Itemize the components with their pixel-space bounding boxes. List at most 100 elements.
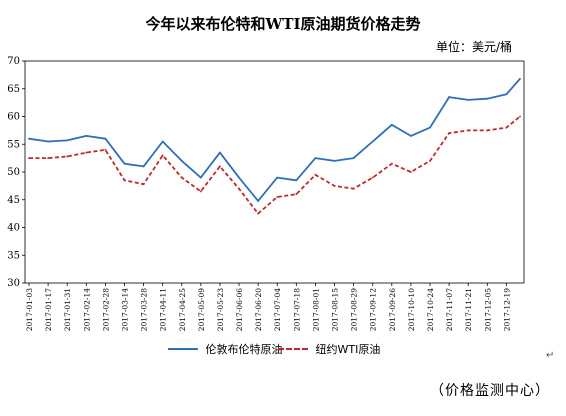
data-point-wti-15 — [314, 173, 317, 176]
data-point-brent-20 — [409, 135, 412, 137]
data-point-wti-5 — [123, 179, 126, 182]
x-tick-label-15: 2017-08-01 — [311, 288, 320, 331]
unit-note: 单位：美元/桶 — [435, 40, 512, 54]
x-tick-label-2: 2017-01-31 — [63, 288, 72, 331]
data-point-wti-12 — [257, 212, 260, 215]
data-point-brent-15 — [314, 157, 317, 160]
data-point-brent-6 — [142, 165, 145, 168]
data-point-brent-23 — [467, 98, 470, 101]
data-point-brent-19 — [390, 123, 393, 126]
x-tick-label-8: 2017-04-25 — [178, 288, 187, 331]
data-point-brent-14 — [295, 179, 298, 182]
data-point-wti-2 — [66, 155, 69, 158]
data-point-wti-1 — [47, 157, 49, 160]
y-tick-label-1: 35 — [7, 250, 20, 261]
data-point-brent-24 — [486, 97, 489, 100]
data-point-wti-11 — [238, 187, 240, 190]
data-point-wti-8 — [180, 176, 183, 179]
data-point-wti-10 — [219, 165, 221, 168]
x-tick-label-16: 2017-08-15 — [331, 288, 340, 331]
y-tick-label-2: 40 — [7, 223, 20, 234]
data-point-brent-3 — [85, 135, 88, 137]
x-tick-label-20: 2017-10-10 — [407, 288, 416, 331]
legend-item-brent: 伦敦布伦特原油 — [168, 341, 283, 357]
y-tick-label-3: 45 — [7, 195, 20, 206]
x-tick-label-12: 2017-06-20 — [254, 288, 263, 331]
x-axis: 2017-01-03 2017-01-17 2017-01-31 2017-02-14… — [25, 283, 511, 331]
data-point-wti-21 — [429, 160, 431, 162]
series-layer — [28, 77, 521, 215]
data-point-brent-9 — [199, 176, 202, 179]
data-point-brent-2 — [66, 139, 69, 142]
data-point-brent-10 — [219, 151, 221, 154]
y-tick-label-0: 30 — [7, 278, 20, 289]
data-point-brent-0 — [28, 137, 30, 140]
data-point-brent-13 — [276, 176, 279, 179]
data-point-wti-4 — [104, 148, 107, 151]
data-point-wti-19 — [390, 162, 393, 165]
x-tick-label-23: 2017-11-21 — [464, 288, 473, 331]
data-point-wti-6 — [142, 183, 145, 186]
legend-swatch-brent — [168, 348, 198, 350]
data-point-wti-9 — [199, 190, 202, 193]
data-point-brent-25 — [505, 93, 508, 96]
data-point-wti-25 — [505, 126, 508, 129]
data-point-brent-7 — [161, 140, 164, 143]
data-point-brent-16 — [333, 160, 336, 162]
series-line-brent — [28, 78, 521, 202]
data-point-wti-20 — [409, 171, 412, 173]
y-tick-label-5: 55 — [7, 139, 20, 150]
data-point-brent-21 — [429, 126, 431, 129]
y-axis: 30 35 40 45 50 55 60 65 70 — [7, 56, 25, 289]
data-point-wti-17 — [352, 187, 355, 190]
paragraph-mark: ↵ — [546, 350, 555, 361]
y-tick-label-6: 60 — [7, 112, 20, 123]
series-line-wti — [29, 115, 521, 215]
x-tick-label-3: 2017-02-14 — [82, 288, 91, 331]
data-point-brent-4 — [104, 137, 107, 140]
data-point-wti-7 — [161, 154, 164, 157]
x-tick-label-7: 2017-04-11 — [159, 288, 168, 331]
y-tick-label-8: 70 — [7, 56, 20, 67]
chart-title: 今年以来布伦特和WTI原油期货价格走势 — [145, 15, 421, 33]
data-point-wti-13 — [276, 196, 279, 198]
x-tick-label-1: 2017-01-17 — [44, 288, 53, 331]
legend: 伦敦布伦特原油 纽约WTI原油 — [0, 341, 566, 359]
x-tick-label-14: 2017-07-18 — [292, 288, 301, 331]
x-tick-label-11: 2017-06-06 — [235, 288, 244, 331]
x-tick-label-4: 2017-02-28 — [101, 288, 110, 331]
data-point-brent-17 — [352, 157, 355, 160]
data-point-wti-18 — [371, 176, 374, 179]
x-tick-label-24: 2017-12-05 — [483, 288, 492, 331]
legend-swatch-wti — [278, 348, 308, 350]
data-point-wti-22 — [448, 132, 450, 135]
data-point-wti-26 — [519, 115, 521, 118]
data-point-wti-0 — [28, 157, 30, 160]
data-point-brent-11 — [238, 176, 240, 179]
y-tick-label-4: 50 — [7, 167, 20, 178]
legend-label-brent: 伦敦布伦特原油 — [205, 343, 283, 356]
data-point-brent-26 — [519, 77, 521, 80]
data-point-wti-3 — [85, 151, 88, 154]
x-tick-label-19: 2017-09-26 — [388, 288, 397, 331]
x-tick-label-6: 2017-03-28 — [140, 288, 149, 331]
data-point-wti-14 — [295, 193, 298, 196]
x-tick-label-17: 2017-08-29 — [350, 288, 359, 331]
x-tick-label-22: 2017-11-07 — [445, 288, 454, 331]
source-note: （价格监测中心） — [430, 383, 550, 399]
x-tick-label-18: 2017-09-12 — [369, 288, 378, 331]
data-point-wti-23 — [467, 129, 470, 132]
x-tick-label-10: 2017-05-23 — [216, 288, 225, 331]
data-point-brent-5 — [123, 162, 126, 165]
data-point-brent-18 — [371, 140, 374, 143]
legend-label-wti: 纽约WTI原油 — [315, 343, 381, 356]
x-tick-label-13: 2017-07-04 — [273, 288, 282, 331]
x-tick-label-0: 2017-01-03 — [25, 288, 34, 331]
data-point-brent-1 — [47, 140, 49, 143]
x-tick-label-5: 2017-03-14 — [120, 288, 129, 331]
x-tick-label-25: 2017-12-19 — [502, 288, 511, 331]
data-point-brent-12 — [257, 199, 260, 202]
y-tick-label-7: 65 — [7, 84, 20, 95]
plot-frame — [24, 60, 525, 284]
